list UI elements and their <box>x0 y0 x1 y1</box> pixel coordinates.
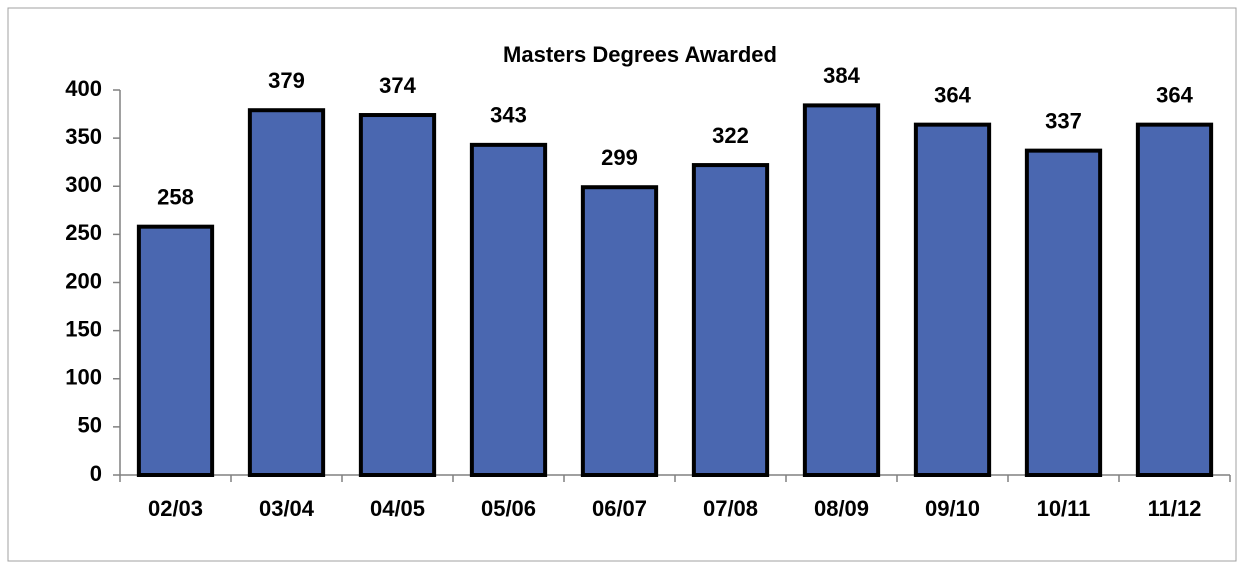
y-tick-label: 50 <box>78 413 102 438</box>
y-tick-label: 350 <box>65 124 102 149</box>
data-label: 364 <box>1156 82 1193 107</box>
bar <box>913 122 992 478</box>
bar <box>469 142 548 478</box>
x-tick-label: 06/07 <box>592 496 647 521</box>
data-label: 322 <box>712 123 749 148</box>
y-tick-label: 250 <box>65 220 102 245</box>
data-label: 384 <box>823 63 860 88</box>
x-tick-label: 08/09 <box>814 496 869 521</box>
bar <box>1135 122 1214 478</box>
bar <box>691 163 770 477</box>
x-tick-label: 11/12 <box>1148 496 1202 521</box>
y-tick-label: 300 <box>65 172 102 197</box>
chart-title: Masters Degrees Awarded <box>503 42 777 67</box>
x-tick-label: 09/10 <box>925 496 980 521</box>
x-tick-label: 04/05 <box>370 496 425 521</box>
data-label: 258 <box>157 184 194 209</box>
data-label: 299 <box>601 145 638 170</box>
y-tick-label: 100 <box>65 365 102 390</box>
chart-border <box>7 7 1237 562</box>
y-tick-label: 400 <box>65 76 102 101</box>
y-tick-label: 0 <box>90 461 102 486</box>
data-label: 343 <box>490 103 527 128</box>
x-tick-label: 05/06 <box>481 496 536 521</box>
x-tick-label: 03/04 <box>259 496 315 521</box>
y-tick-label: 200 <box>65 268 102 293</box>
data-label: 379 <box>268 68 305 93</box>
bar <box>580 185 659 477</box>
y-tick-label: 150 <box>65 316 102 341</box>
data-label: 337 <box>1045 108 1082 133</box>
data-label: 374 <box>379 73 416 98</box>
bar <box>136 224 215 477</box>
bar <box>358 113 437 478</box>
x-tick-label: 10/11 <box>1037 496 1091 521</box>
bar <box>1024 148 1103 477</box>
data-label: 364 <box>934 82 971 107</box>
bar <box>247 108 326 478</box>
x-tick-label: 02/03 <box>148 496 203 521</box>
x-tick-label: 07/08 <box>703 496 758 521</box>
bar <box>802 103 881 478</box>
